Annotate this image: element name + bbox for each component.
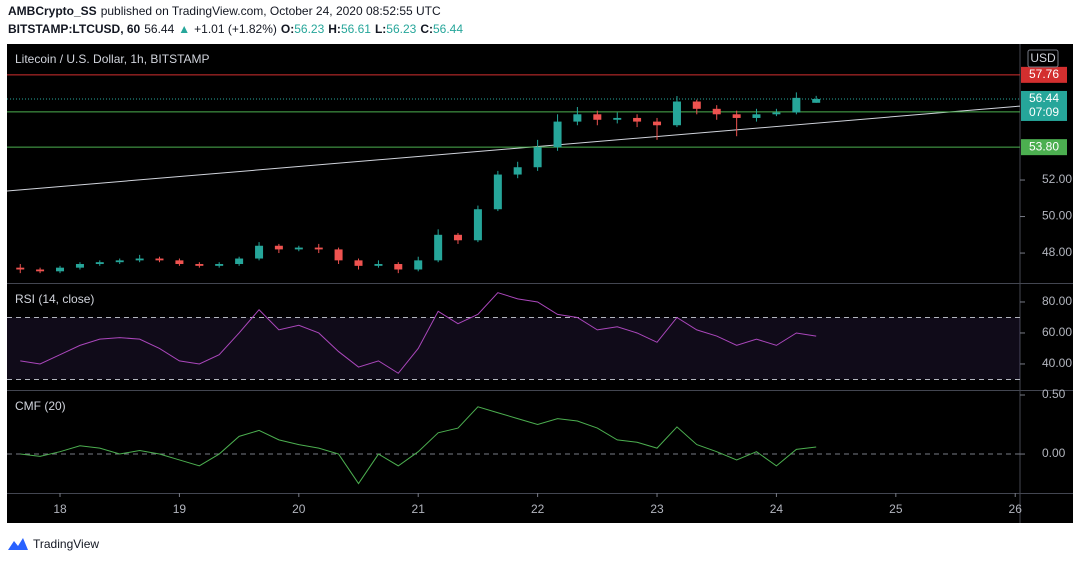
header-line: AMBCrypto_SS published on TradingView.com…	[8, 4, 441, 18]
candle-body	[553, 121, 562, 148]
candle-body	[792, 97, 801, 113]
candle-body	[513, 167, 522, 175]
candle-body	[434, 234, 443, 261]
x-tick-label: 18	[53, 502, 67, 516]
arrow: ▲	[178, 22, 190, 36]
candle-body	[215, 264, 224, 266]
pane	[7, 292, 1020, 380]
candle-body	[95, 262, 104, 265]
candle-body	[772, 112, 781, 115]
ohlc-label: H:	[328, 22, 341, 36]
candle-body	[613, 117, 622, 120]
last-price-bg	[1021, 90, 1067, 121]
pane-title: Litecoin / U.S. Dollar, 1h, BITSTAMP	[15, 52, 210, 66]
candle-body	[493, 174, 502, 210]
ohlc-value: 56.23	[294, 22, 324, 36]
candle-body	[533, 147, 542, 168]
candle-body	[593, 114, 602, 120]
ohlc-label: O:	[281, 22, 294, 36]
brand: TradingView	[33, 537, 99, 551]
price-label: 57.76	[1029, 67, 1059, 81]
y-tick-label: 52.00	[1042, 172, 1072, 186]
candle-body	[374, 264, 383, 266]
candle-body	[473, 209, 482, 241]
candle-body	[255, 245, 264, 259]
ohlc-label: C:	[420, 22, 433, 36]
candle-body	[354, 260, 363, 266]
candle-body	[314, 247, 323, 250]
candle-body	[752, 114, 761, 118]
last-price-label: 56.44	[1029, 91, 1059, 105]
candle-body	[812, 98, 821, 103]
candle-body	[274, 245, 283, 250]
band-fill	[7, 317, 1020, 380]
candle-body	[573, 114, 582, 122]
currency-box	[1027, 49, 1059, 68]
ohlc-value: 56.61	[341, 22, 371, 36]
published: published on TradingView.com, October 24…	[101, 4, 441, 18]
candle-body	[334, 249, 343, 261]
ohlc-label: L:	[375, 22, 386, 36]
candle-body	[294, 247, 303, 250]
y-tick-label: 48.00	[1042, 245, 1072, 259]
candle-body	[633, 117, 642, 122]
change: +1.01 (+1.82%)	[194, 22, 277, 36]
candle-body	[36, 269, 45, 272]
ohlc-value: 56.23	[386, 22, 416, 36]
y-tick-label: 50.00	[1042, 209, 1072, 223]
pane-title: CMF (20)	[15, 399, 66, 413]
candle-body	[653, 121, 662, 126]
last: 56.44	[144, 22, 174, 36]
x-tick-label: 22	[531, 502, 545, 516]
pane	[7, 406, 1020, 485]
candle-body	[235, 258, 244, 265]
candle-body	[414, 260, 423, 270]
author: AMBCrypto_SS	[8, 4, 97, 18]
currency: USD	[1030, 51, 1056, 65]
candle-body	[732, 114, 741, 118]
x-tick-label: 24	[770, 502, 784, 516]
symbol-line: BITSTAMP:LTCUSD, 60 56.44 ▲ +1.01 (+1.82%) O…	[8, 22, 463, 36]
logo-icon	[8, 538, 28, 550]
candle-body	[692, 101, 701, 109]
price-label-bg	[1021, 66, 1067, 83]
x-tick-label: 26	[1009, 502, 1023, 516]
pane	[7, 74, 1020, 274]
candle-body	[712, 108, 721, 115]
y-tick-label: 80.00	[1042, 294, 1072, 308]
countdown: 07:09	[1029, 105, 1059, 119]
candle-body	[135, 258, 144, 261]
candle-body	[175, 260, 184, 265]
logo: TradingView	[8, 537, 99, 551]
ohlc-value: 56.44	[433, 22, 463, 36]
indicator-line	[20, 406, 817, 485]
candle-body	[16, 267, 25, 270]
candle-body	[155, 258, 164, 261]
price-label-bg	[1021, 139, 1067, 156]
candle-body	[195, 264, 204, 266]
candle-body	[115, 260, 124, 263]
trendline	[7, 105, 1020, 192]
candle-body	[56, 267, 65, 272]
symbol: BITSTAMP:LTCUSD, 60	[8, 22, 141, 36]
candle-body	[394, 264, 403, 270]
y-tick-label: 0.00	[1042, 446, 1066, 460]
x-tick-label: 21	[412, 502, 426, 516]
x-tick-label: 20	[292, 502, 306, 516]
indicator-line	[20, 292, 817, 374]
y-tick-label: 60.00	[1042, 325, 1072, 339]
y-tick-label: 40.00	[1042, 356, 1072, 370]
x-tick-label: 19	[173, 502, 187, 516]
price-label: 53.80	[1029, 139, 1059, 153]
y-tick-label: 0.50	[1042, 387, 1066, 401]
x-tick-label: 25	[889, 502, 903, 516]
candle-body	[672, 101, 681, 126]
pane-title: RSI (14, close)	[15, 292, 94, 306]
candle-body	[75, 264, 84, 268]
candle-body	[453, 234, 462, 241]
x-tick-label: 23	[650, 502, 664, 516]
